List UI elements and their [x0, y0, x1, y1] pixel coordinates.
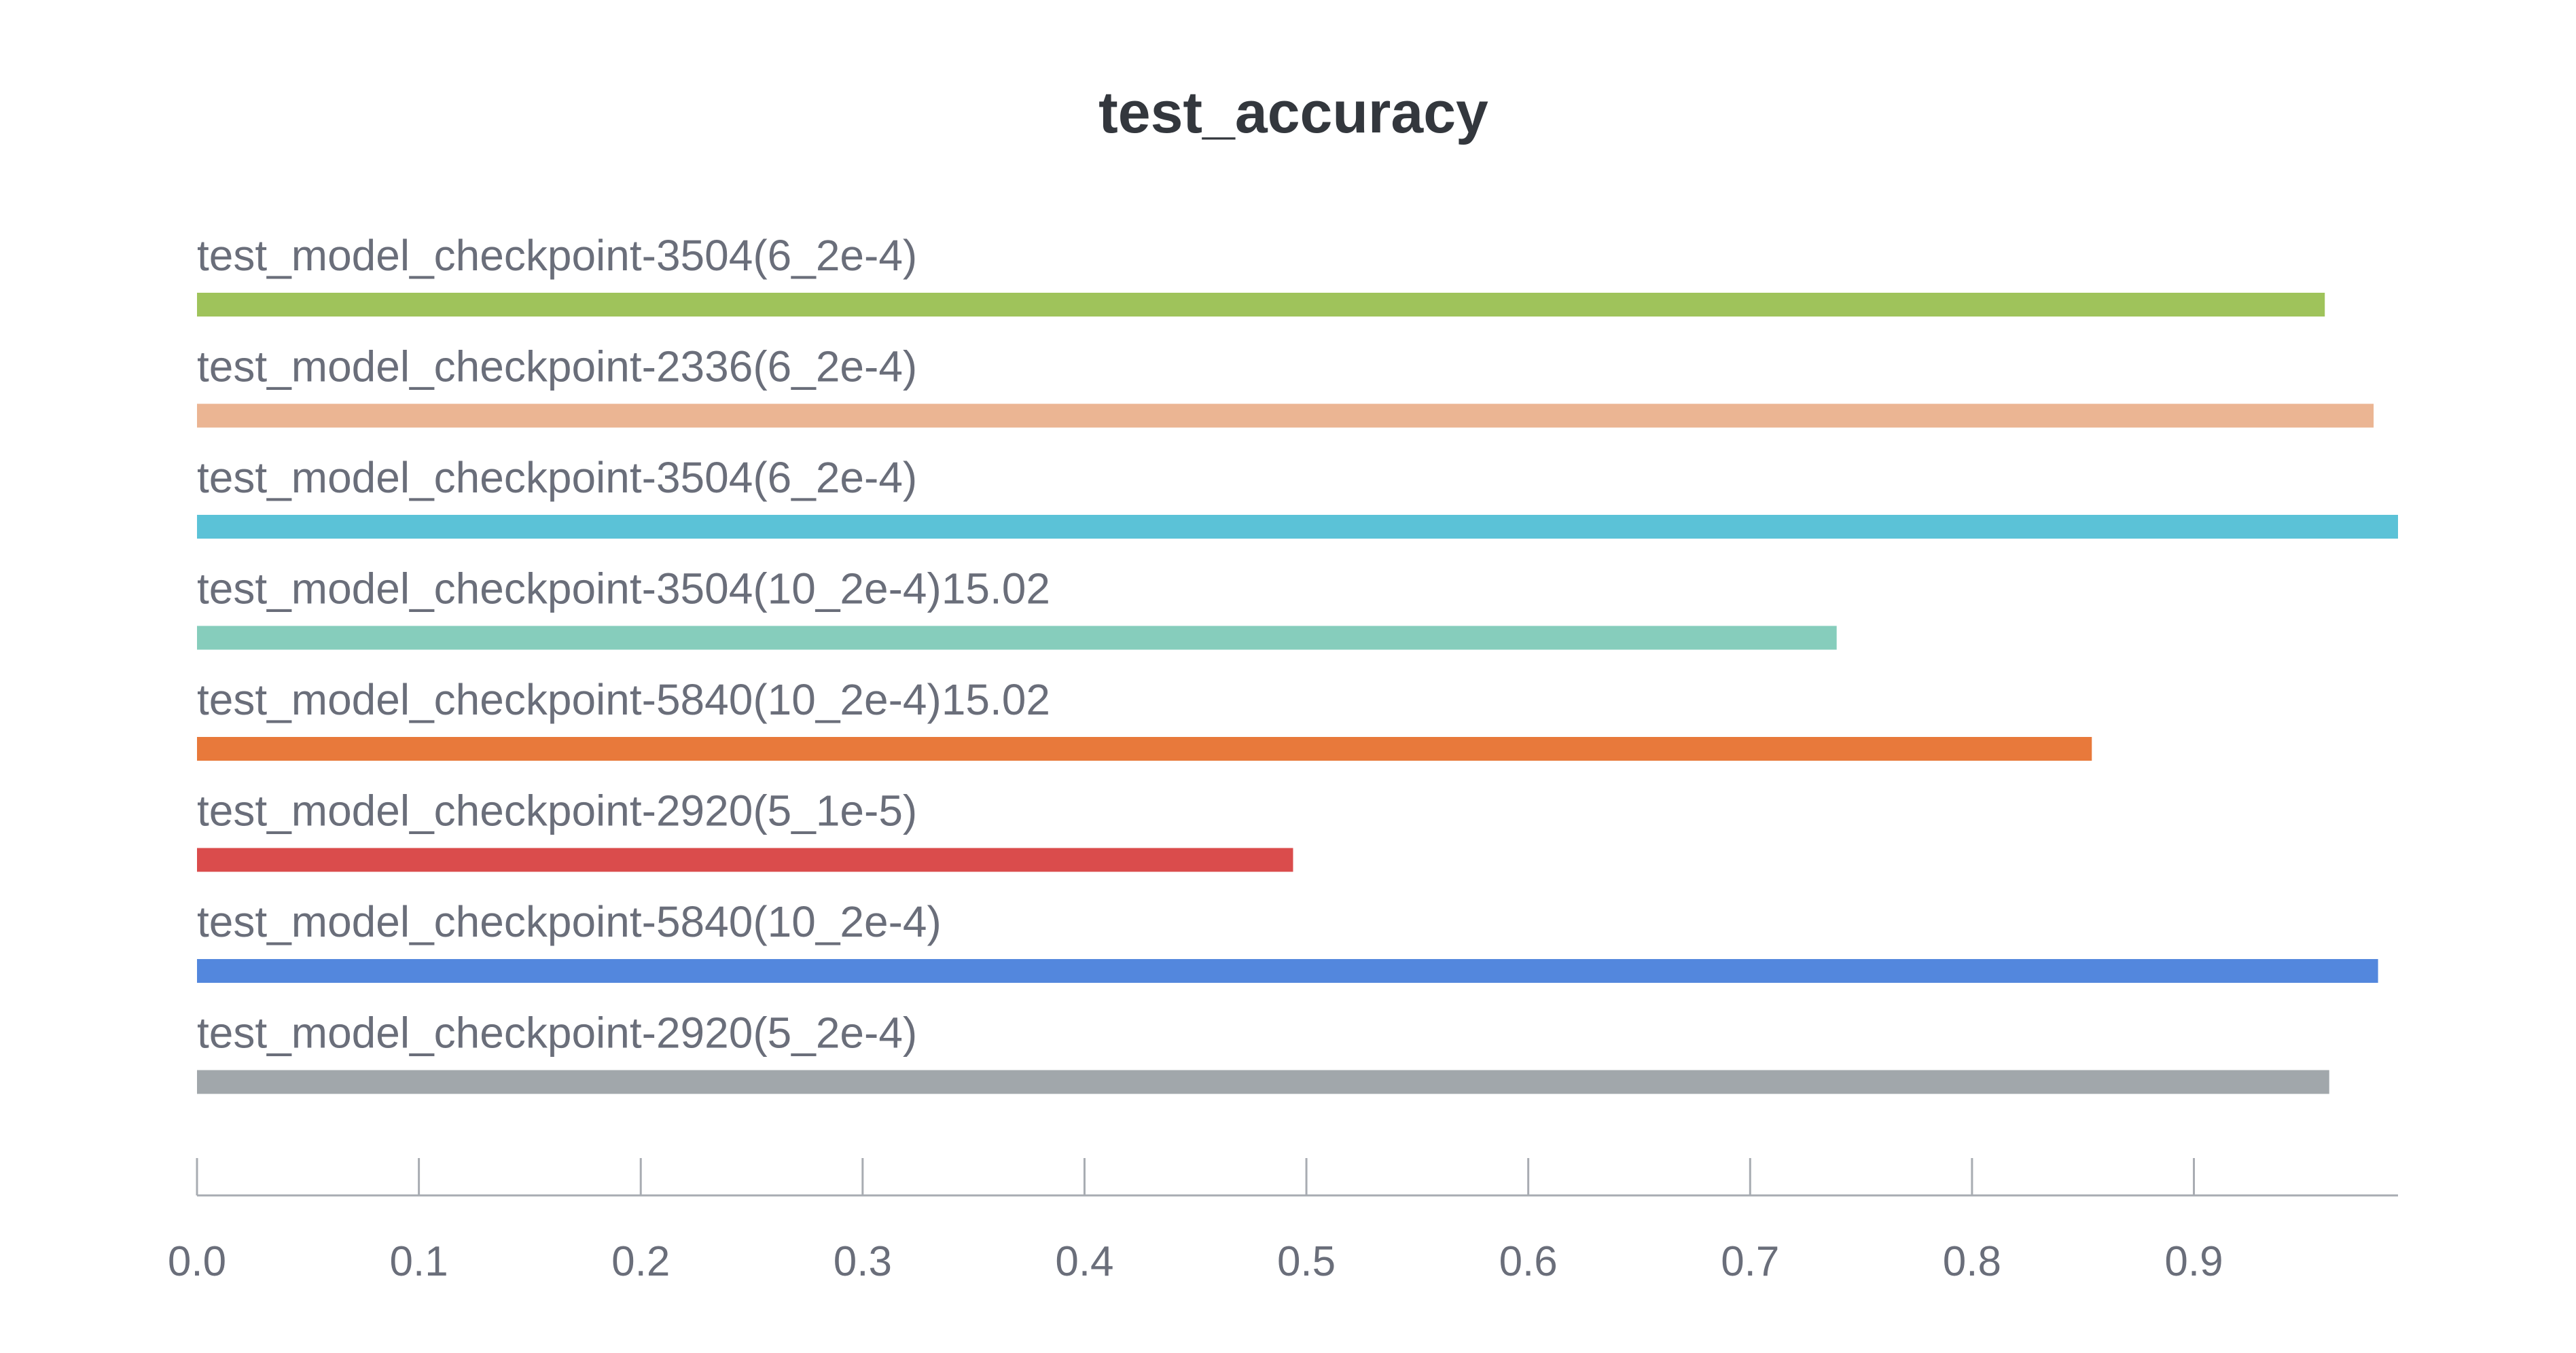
bar[interactable] — [197, 515, 2398, 539]
bar-label: test_model_checkpoint-2336(6_2e-4) — [197, 342, 917, 391]
bar-label: test_model_checkpoint-2920(5_2e-4) — [197, 1009, 917, 1058]
bar[interactable] — [197, 1070, 2329, 1094]
x-tick-label: 0.2 — [611, 1238, 670, 1285]
x-tick-label: 0.0 — [168, 1238, 226, 1285]
x-tick-label: 0.4 — [1055, 1238, 1113, 1285]
chart-title: test_accuracy — [1098, 80, 1488, 145]
x-tick-label: 0.1 — [390, 1238, 448, 1285]
bar[interactable] — [197, 737, 2092, 761]
bar-label: test_model_checkpoint-2920(5_1e-5) — [197, 787, 917, 835]
bar[interactable] — [197, 403, 2374, 428]
bar-label: test_model_checkpoint-3504(10_2e-4)15.02 — [197, 564, 1050, 613]
bar[interactable] — [197, 626, 1837, 650]
bar-label: test_model_checkpoint-5840(10_2e-4)15.02 — [197, 675, 1050, 724]
bar-label: test_model_checkpoint-5840(10_2e-4) — [197, 897, 942, 946]
bar[interactable] — [197, 848, 1293, 872]
x-axis: 0.0 0.1 0.2 0.3 0.4 0.5 0.6 0.7 0.8 0.9 — [168, 1158, 2398, 1285]
bar[interactable] — [197, 959, 2378, 983]
x-tick-label: 0.7 — [1721, 1238, 1779, 1285]
bar-label: test_model_checkpoint-3504(6_2e-4) — [197, 231, 917, 280]
x-tick-label: 0.9 — [2164, 1238, 2223, 1285]
x-tick-label: 0.3 — [834, 1238, 892, 1285]
bar[interactable] — [197, 293, 2325, 317]
bar-label: test_model_checkpoint-3504(6_2e-4) — [197, 453, 917, 502]
x-tick-label: 0.5 — [1277, 1238, 1336, 1285]
x-tick-label: 0.8 — [1943, 1238, 2001, 1285]
bars-layer: test_model_checkpoint-3504(6_2e-4) test_m… — [197, 231, 2398, 1094]
x-tick-label: 0.6 — [1499, 1238, 1558, 1285]
